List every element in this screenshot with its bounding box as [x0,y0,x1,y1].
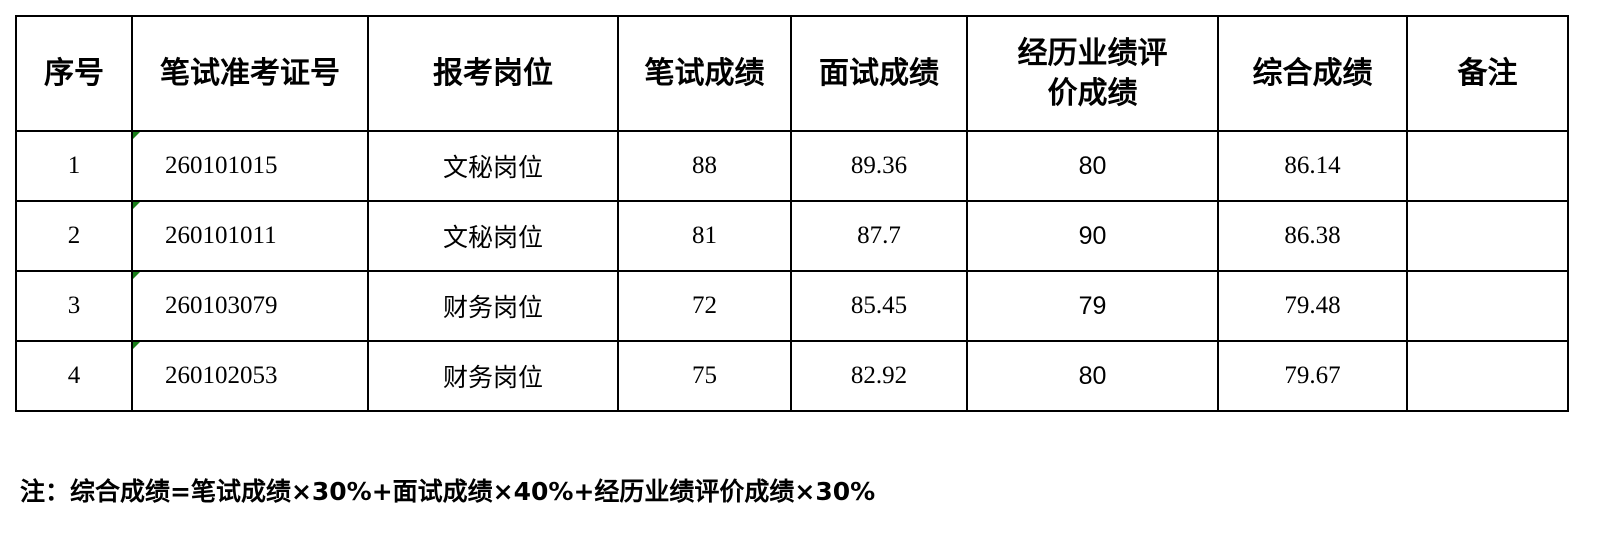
interview-score: 85.45 [850,292,908,319]
header-written: 笔试成绩 [617,15,792,132]
header-exam-id: 笔试准考证号 [131,15,369,132]
written-score: 88 [692,152,717,179]
total-score-cell: 86.14 [1217,130,1408,202]
exam-id: 260101015 [165,152,278,179]
row-no: 1 [67,152,81,179]
cell-marker-icon [133,342,140,349]
experience-score-cell: 79 [966,270,1219,342]
written-score-cell: 88 [617,130,792,202]
header-position: 报考岗位 [367,15,619,132]
position: 文秘岗位 [442,225,543,252]
interview-score-cell: 89.36 [790,130,968,202]
position-cell: 财务岗位 [367,340,619,412]
header-remark: 备注 [1406,15,1569,132]
interview-score-cell: 82.92 [790,340,968,412]
table-row: 2 260101011 文秘岗位 81 87.7 90 86.38 [15,200,1569,272]
table-row: 4 260102053 财务岗位 75 82.92 80 79.67 [15,340,1569,412]
written-score: 72 [692,292,717,319]
cell-marker-icon [133,272,140,279]
total-score-cell: 79.48 [1217,270,1408,342]
header-row: 序号 笔试准考证号 报考岗位 笔试成绩 面试成绩 经历业绩评价成绩 综合成绩 备… [15,15,1569,132]
written-score-cell: 72 [617,270,792,342]
remark-cell [1406,130,1569,202]
row-no-cell: 2 [15,200,133,272]
header-interview: 面试成绩 [790,15,968,132]
position-cell: 文秘岗位 [367,200,619,272]
written-score: 75 [692,362,717,389]
remark-cell [1406,200,1569,272]
remark-cell [1406,270,1569,342]
interview-score-cell: 87.7 [790,200,968,272]
row-no-cell: 4 [15,340,133,412]
position: 财务岗位 [442,295,543,322]
exam-id-cell: 260101015 [131,130,369,202]
header-total: 综合成绩 [1217,15,1408,132]
written-score-cell: 81 [617,200,792,272]
experience-score: 80 [1078,361,1107,390]
written-score-cell: 75 [617,340,792,412]
experience-score: 90 [1078,221,1107,250]
written-score: 81 [692,222,717,249]
formula-note: 注：综合成绩=笔试成绩×30%+面试成绩×40%+经历业绩评价成绩×30% [20,477,876,506]
row-no: 2 [67,222,81,249]
cell-marker-icon [133,202,140,209]
exam-id: 260102053 [165,362,278,389]
exam-id-cell: 260101011 [131,200,369,272]
table-row: 1 260101015 文秘岗位 88 89.36 80 86.14 [15,130,1569,202]
position: 文秘岗位 [442,155,543,182]
cell-marker-icon [133,132,140,139]
interview-score: 87.7 [857,222,901,249]
experience-score: 79 [1078,291,1107,320]
remark-cell [1406,340,1569,412]
row-no-cell: 3 [15,270,133,342]
experience-score: 80 [1078,151,1107,180]
experience-score-cell: 80 [966,340,1219,412]
interview-score-cell: 85.45 [790,270,968,342]
position: 财务岗位 [442,365,543,392]
interview-score: 89.36 [850,152,908,179]
total-score: 86.14 [1284,152,1341,179]
total-score: 79.67 [1284,362,1341,389]
row-no-cell: 1 [15,130,133,202]
position-cell: 财务岗位 [367,270,619,342]
row-no: 3 [67,292,81,319]
row-no: 4 [67,362,81,389]
interview-score: 82.92 [850,362,908,389]
total-score-cell: 79.67 [1217,340,1408,412]
table-row: 3 260103079 财务岗位 72 85.45 79 79.48 [15,270,1569,342]
exam-id: 260103079 [165,292,278,319]
exam-id: 260101011 [165,222,277,249]
score-table: 序号 笔试准考证号 报考岗位 笔试成绩 面试成绩 经历业绩评价成绩 综合成绩 备… [15,15,1569,412]
header-no: 序号 [15,15,133,132]
total-score: 86.38 [1284,222,1341,249]
header-experience: 经历业绩评价成绩 [966,15,1219,132]
exam-id-cell: 260102053 [131,340,369,412]
exam-id-cell: 260103079 [131,270,369,342]
total-score: 79.48 [1284,292,1341,319]
experience-score-cell: 90 [966,200,1219,272]
position-cell: 文秘岗位 [367,130,619,202]
experience-score-cell: 80 [966,130,1219,202]
total-score-cell: 86.38 [1217,200,1408,272]
